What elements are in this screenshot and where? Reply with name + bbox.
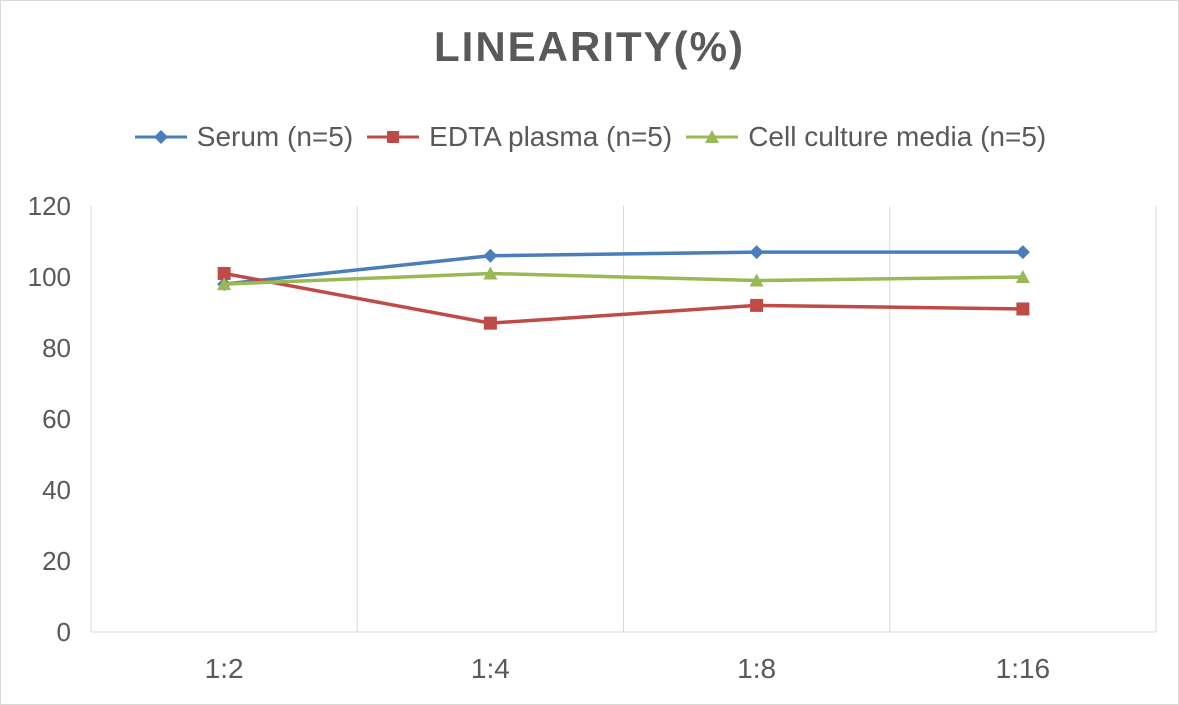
legend-item-serum: Serum (n=5) <box>133 121 353 153</box>
legend-label-serum: Serum (n=5) <box>196 121 354 152</box>
y-tick-label: 40 <box>42 475 71 505</box>
series-line-0 <box>223 250 1023 286</box>
data-point-square <box>483 316 497 330</box>
data-point-square <box>750 298 764 312</box>
legend-label-cell-culture-media: Cell culture media (n=5) <box>748 121 1047 152</box>
y-tick-label: 120 <box>28 191 71 221</box>
series-line-2 <box>224 271 1023 286</box>
series-line-1 <box>223 271 1023 325</box>
legend-marker-cell-culture-media <box>686 130 739 143</box>
data-point-diamond <box>483 248 498 263</box>
legend-marker-serum <box>134 130 187 144</box>
data-point-diamond <box>749 245 764 260</box>
data-point-square <box>1016 302 1030 316</box>
legend-item-edta-plasma: EDTA plasma (n=5) <box>365 121 672 153</box>
data-point-triangle <box>1015 270 1030 283</box>
data-point-diamond <box>1015 245 1030 260</box>
x-tick-label: 1:4 <box>471 653 510 684</box>
data-point-triangle <box>749 273 764 287</box>
legend-marker-edta-plasma <box>367 131 420 143</box>
data-point-triangle <box>217 277 232 291</box>
y-tick-label: 100 <box>28 262 71 292</box>
y-tick-label: 60 <box>42 404 71 434</box>
legend: Serum (n=5) EDTA plasma (n=5) Cell cultu… <box>1 121 1178 153</box>
data-point-triangle <box>483 266 498 280</box>
chart-title: LINEARITY(%) <box>434 23 745 70</box>
x-tick-label: 1:2 <box>205 653 244 684</box>
y-tick-label: 0 <box>57 617 71 647</box>
y-tick-label: 20 <box>42 546 71 576</box>
x-tick-label: 1:8 <box>737 653 776 684</box>
legend-item-cell-culture-media: Cell culture media (n=5) <box>684 121 1046 153</box>
legend-label-edta-plasma: EDTA plasma (n=5) <box>429 121 673 152</box>
x-tick-label: 1:16 <box>996 653 1051 684</box>
data-point-square <box>217 266 231 280</box>
y-tick-label: 80 <box>42 333 71 363</box>
